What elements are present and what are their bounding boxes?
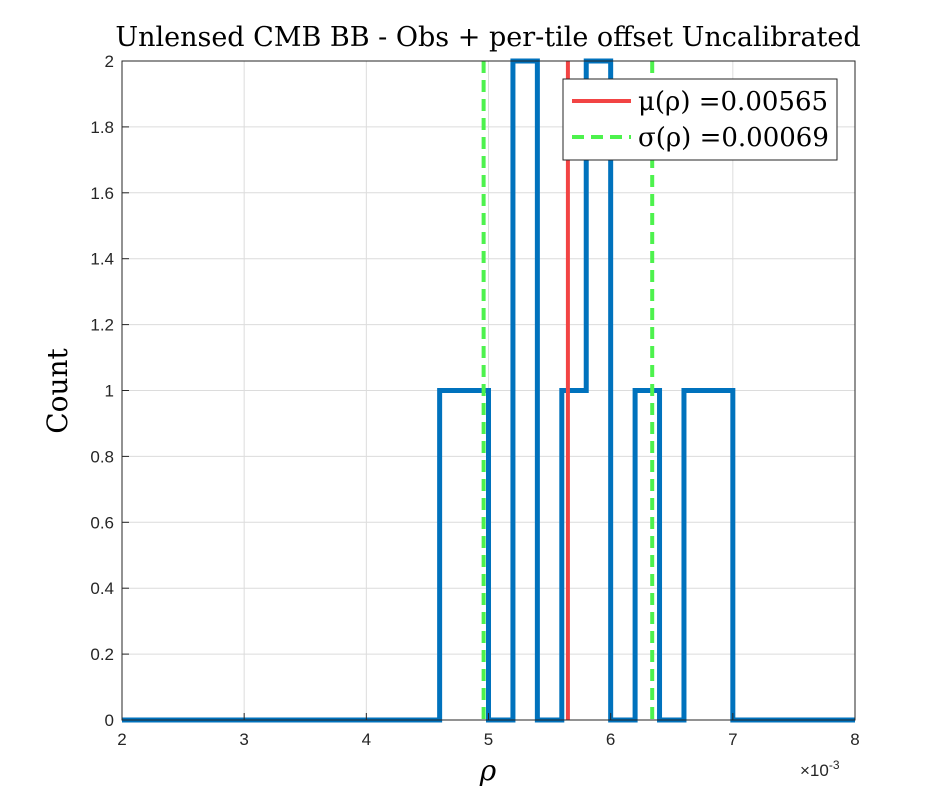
y-tick-label: 1.6	[90, 184, 114, 203]
y-tick-label: 1.2	[90, 316, 114, 335]
histogram-series	[122, 58, 855, 723]
x-tick-label: 2	[117, 730, 126, 749]
x-tick-label: 3	[239, 730, 248, 749]
y-tick-label: 0.4	[90, 579, 114, 598]
y-tick-label: 2	[105, 52, 114, 71]
x-tick-label: 8	[850, 730, 859, 749]
x-tick-label: 4	[362, 730, 371, 749]
histogram-outline	[122, 58, 855, 723]
legend-label-std: σ(ρ) =0.00069	[638, 123, 829, 153]
y-tick-label: 1	[105, 382, 114, 401]
x-tick-label: 7	[728, 730, 737, 749]
y-tick-label: 0.2	[90, 645, 114, 664]
x-exponent-base: ×10	[800, 761, 829, 780]
legend: μ(ρ) =0.00565 σ(ρ) =0.00069	[562, 78, 838, 161]
x-exponent-power: -3	[829, 758, 840, 772]
y-tick-label: 0.6	[90, 513, 114, 532]
y-axis-label: Count	[41, 347, 74, 433]
chart-title: Unlensed CMB BB - Obs + per-tile offset …	[115, 22, 860, 53]
legend-box	[562, 78, 838, 161]
x-axis-label: ρ	[479, 754, 497, 787]
x-tick-label: 6	[606, 730, 615, 749]
stat-lines	[481, 61, 655, 720]
y-tick-label: 1.4	[90, 250, 114, 269]
x-tick-label: 5	[484, 730, 493, 749]
y-tick-label: 0	[105, 711, 114, 730]
y-tick-label: 0.8	[90, 447, 114, 466]
axis-ticks: 2 3 4 5 6 7 8 0 0.2 0.4 0.6 0.8 1 1.2 1.4 1.6 1.8 2	[90, 52, 859, 749]
y-tick-label: 1.8	[90, 118, 114, 137]
x-exponent-label: ×10-3	[800, 758, 840, 780]
legend-label-mean: μ(ρ) =0.00565	[638, 87, 828, 117]
